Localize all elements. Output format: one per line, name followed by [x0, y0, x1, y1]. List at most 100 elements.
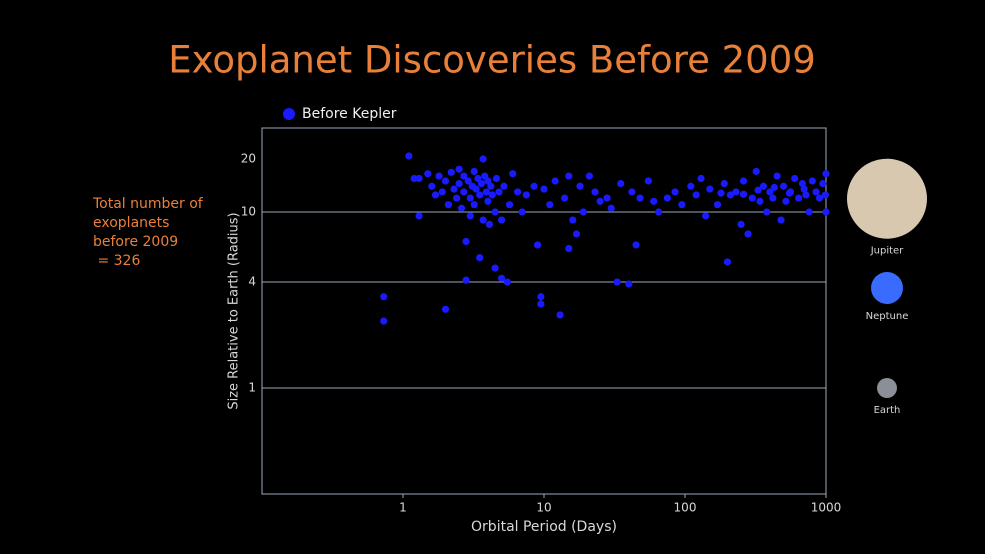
data-point [808, 177, 816, 185]
chart-title: Exoplanet Discoveries Before 2009 [168, 39, 816, 82]
data-point [800, 185, 808, 193]
data-point [671, 188, 679, 196]
data-point [748, 194, 756, 202]
data-point [596, 197, 604, 205]
data-point [720, 179, 728, 188]
data-point [476, 254, 484, 262]
data-point [795, 194, 803, 202]
data-point [798, 179, 806, 188]
data-point [822, 208, 830, 216]
data-point [479, 216, 487, 224]
data-point [565, 172, 573, 180]
data-point [579, 208, 587, 216]
data-point [530, 182, 538, 190]
data-point [655, 208, 663, 216]
data-point [450, 185, 458, 193]
data-point [625, 280, 633, 288]
y-tick-label: 1 [248, 381, 256, 395]
x-tick-label: 1000 [811, 501, 842, 515]
planet-label: Jupiter [870, 246, 904, 257]
data-point [503, 278, 511, 286]
data-point [455, 179, 463, 188]
data-point [744, 230, 752, 238]
legend-label: Before Kepler [302, 106, 397, 122]
data-point [415, 212, 423, 220]
data-point [488, 191, 496, 199]
data-point [603, 194, 611, 202]
data-point [537, 293, 545, 301]
data-point [495, 188, 503, 196]
data-point [462, 276, 470, 284]
data-point [732, 188, 740, 196]
planet-label: Earth [874, 405, 901, 416]
data-point [466, 194, 474, 202]
x-tick-label: 100 [674, 501, 697, 515]
data-point [380, 317, 388, 325]
data-point [785, 189, 793, 197]
planet-icon [871, 271, 903, 304]
data-point [505, 201, 514, 209]
data-point [509, 170, 517, 178]
data-point [497, 216, 506, 224]
y-axis-label: Size Relative to Earth (Radius) [227, 212, 242, 409]
data-point [470, 167, 478, 176]
data-point [484, 177, 492, 185]
data-point [585, 172, 594, 180]
data-point [431, 191, 440, 199]
data-point [565, 244, 573, 253]
data-point [551, 177, 559, 185]
data-point [441, 305, 450, 313]
data-point [756, 197, 764, 205]
data-point [726, 191, 735, 199]
data-point [632, 241, 640, 249]
data-point [569, 216, 577, 224]
data-point [759, 182, 768, 190]
data-point [500, 182, 508, 190]
data-point [782, 197, 790, 205]
data-point [444, 201, 453, 209]
y-tick-label: 4 [248, 275, 256, 289]
data-point [779, 182, 788, 190]
data-point [476, 191, 484, 199]
data-point [822, 170, 830, 178]
data-point [802, 191, 810, 199]
data-point [697, 174, 705, 183]
data-point [706, 185, 714, 193]
data-point [518, 208, 526, 216]
data-point [484, 197, 492, 205]
data-point [613, 278, 621, 286]
data-point [754, 186, 762, 194]
data-point [479, 155, 487, 163]
data-point [650, 197, 658, 205]
x-axis-label: Orbital Period (Days) [471, 519, 617, 535]
data-point [472, 185, 480, 193]
data-point [739, 177, 748, 185]
data-point [482, 188, 490, 196]
data-point [462, 237, 470, 246]
data-point [460, 172, 468, 180]
data-point [540, 185, 548, 193]
annotation: exoplanets [93, 215, 169, 231]
data-point [617, 179, 625, 188]
data-point [474, 174, 482, 183]
data-point [491, 208, 499, 216]
data-point [380, 293, 388, 301]
legend-marker [283, 108, 295, 120]
data-point [415, 174, 423, 183]
data-point [487, 182, 495, 190]
data-point [453, 194, 461, 202]
y-tick-label: 20 [241, 151, 256, 165]
x-tick-label: 10 [536, 501, 551, 515]
data-point [773, 172, 781, 180]
data-point [770, 183, 778, 191]
data-point [702, 212, 710, 220]
data-point [692, 191, 700, 199]
data-point [717, 189, 725, 197]
data-point [713, 201, 722, 209]
data-point [428, 182, 436, 190]
data-point [438, 188, 446, 196]
planet-icon [877, 378, 897, 399]
data-point [591, 188, 599, 196]
data-point [424, 170, 432, 178]
